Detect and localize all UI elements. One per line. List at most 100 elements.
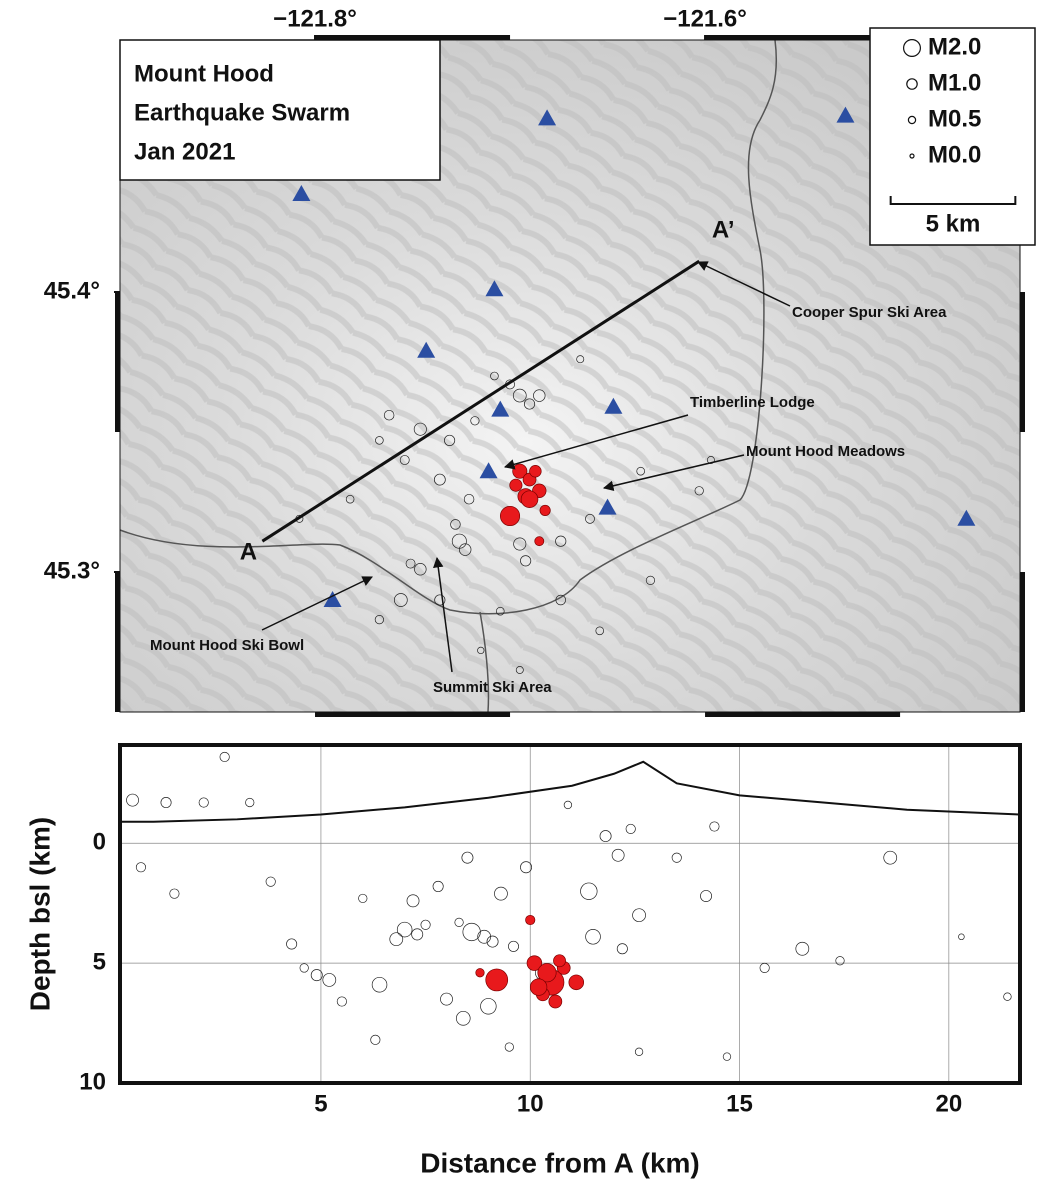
x-tick-label: −121.6°	[663, 5, 747, 32]
earthquake	[126, 793, 139, 807]
earthquake	[599, 830, 612, 843]
seismic-station	[292, 185, 311, 201]
x-tick-label: 5	[314, 1090, 327, 1117]
legend-symbol	[902, 38, 921, 57]
earthquake	[413, 422, 427, 436]
annotation: Summit Ski Area	[433, 679, 552, 696]
earthquake	[458, 543, 472, 556]
earthquake	[636, 466, 645, 476]
earthquake	[405, 558, 416, 569]
overlay: −121.8° −121.6° 45.4° 45.3° Mount Hood Earthq…	[44, 5, 1036, 717]
earthquake	[455, 1010, 471, 1026]
annotation-arrow	[261, 576, 373, 631]
frame-bar	[115, 292, 120, 432]
earthquake	[671, 852, 682, 863]
seismic-station	[598, 498, 617, 515]
earthquake	[634, 1047, 644, 1056]
earthquake	[135, 862, 146, 873]
earthquake	[383, 409, 395, 421]
earthquake	[485, 968, 509, 992]
y-tick-label: 5	[93, 948, 106, 975]
earthquake	[486, 935, 499, 948]
map-title: Earthquake Swarm	[134, 99, 350, 126]
earthquake	[611, 848, 625, 862]
earthquake	[525, 914, 536, 926]
y-tick-label: 10	[79, 1068, 106, 1095]
earthquake	[958, 933, 965, 941]
seismic-station	[491, 400, 510, 417]
cross-section-panel: 5 10 15 20 0 5 10 Distance from A (km) Depth bsl…	[24, 743, 1022, 1178]
earthquake	[420, 919, 431, 930]
earthquake	[585, 929, 601, 945]
earthquake	[509, 478, 523, 492]
profile-line	[261, 259, 701, 543]
annotation: Timberline Lodge	[690, 394, 815, 411]
earthquake	[520, 555, 532, 567]
x-tick-label: 15	[726, 1090, 753, 1117]
y-tick-label: 45.3°	[44, 557, 100, 584]
earthquake	[434, 594, 446, 606]
earthquake	[520, 490, 539, 508]
earthquake	[537, 963, 557, 983]
earthquake	[411, 928, 424, 941]
earthquake	[568, 974, 585, 991]
earthquake	[470, 416, 480, 426]
annotation-arrow	[503, 414, 689, 470]
earthquake	[616, 943, 628, 955]
earthquake	[883, 850, 898, 865]
earthquake	[555, 535, 567, 547]
frame-bar	[705, 712, 901, 717]
frame-bar	[315, 712, 511, 717]
earthquake	[490, 371, 499, 381]
legend-label: M1.0	[928, 69, 981, 96]
seismic-station	[538, 109, 557, 126]
legend-symbol	[909, 153, 915, 159]
legend-label: M0.5	[928, 105, 981, 132]
earthquake	[440, 992, 453, 1006]
earthquake	[580, 882, 598, 900]
earthquake	[625, 823, 636, 834]
earthquake	[322, 973, 337, 987]
earthquake	[299, 963, 309, 973]
earthquake	[513, 537, 527, 551]
earthquake	[576, 355, 585, 364]
earthquake	[444, 434, 456, 446]
x-tick-label: −121.8°	[273, 5, 357, 32]
seismic-station	[479, 462, 498, 479]
earthquake	[345, 494, 355, 504]
earthquake	[507, 940, 519, 952]
scale-label: 5 km	[926, 210, 981, 237]
earthquake	[477, 646, 485, 655]
earthquake	[219, 751, 230, 763]
earthquake	[169, 888, 180, 899]
earthquake	[700, 890, 712, 902]
profile-label: A	[240, 539, 257, 566]
earthquake	[526, 955, 543, 971]
earthquake	[539, 504, 551, 516]
earthquake	[371, 976, 388, 993]
annotation-arrow	[697, 261, 791, 307]
earthquake	[533, 389, 546, 402]
plot-frame	[118, 743, 1022, 1085]
earthquake	[432, 880, 444, 892]
boundary-line	[119, 39, 778, 615]
frame-bar	[115, 572, 120, 712]
frame-bar	[315, 35, 511, 40]
earthquake	[553, 954, 566, 968]
seismic-station	[417, 341, 436, 358]
earthquake	[534, 536, 545, 547]
earthquake	[555, 594, 566, 606]
annotation: Cooper Spur Ski Area	[792, 304, 947, 321]
earthquake	[286, 938, 298, 950]
earthquake	[399, 455, 410, 465]
earthquake	[496, 606, 505, 616]
annotation-arrow	[433, 556, 453, 673]
earthquake	[529, 465, 542, 478]
earthquake	[515, 666, 524, 674]
frame-bar	[1020, 572, 1025, 712]
scale-bar	[889, 196, 1017, 205]
seismic-station	[957, 509, 976, 526]
earthquake	[563, 800, 573, 810]
annotation: Mount Hood Ski Bowl	[150, 637, 304, 654]
earthquake	[709, 821, 720, 832]
